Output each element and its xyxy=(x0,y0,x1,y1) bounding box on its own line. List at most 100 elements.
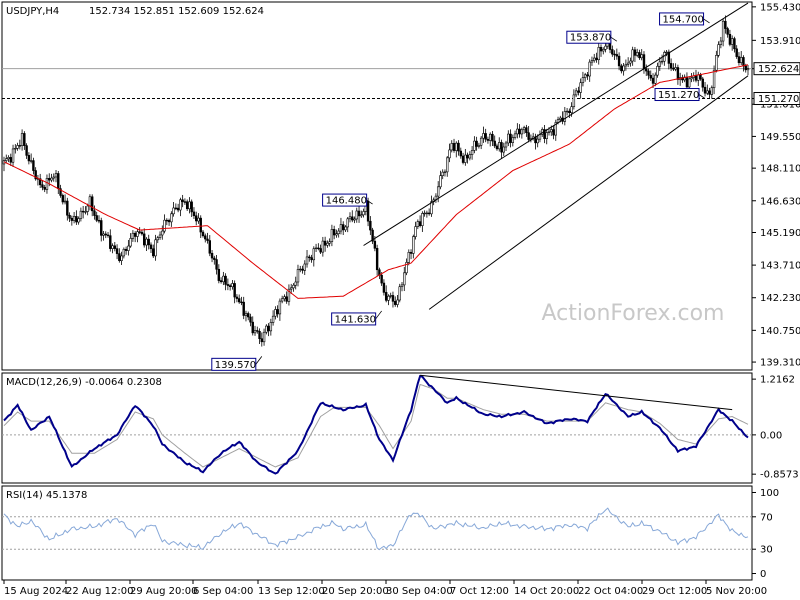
annotation-box xyxy=(659,12,705,26)
candle-body xyxy=(409,251,413,254)
candle-body xyxy=(348,216,352,220)
candle-body xyxy=(425,212,429,215)
candle-body xyxy=(93,210,96,216)
candle-body xyxy=(11,148,15,163)
annotation-label: 141.630 xyxy=(335,314,376,325)
candle-body xyxy=(170,213,173,223)
rsi-label: RSI(14) 45.1378 xyxy=(6,490,87,501)
candle-body xyxy=(638,52,641,59)
candle-body xyxy=(285,296,288,302)
candle-body xyxy=(52,176,55,179)
candle-body xyxy=(183,201,187,203)
candle-body xyxy=(464,154,467,163)
candle-body xyxy=(84,211,87,213)
candle-body xyxy=(344,226,347,231)
candle-body xyxy=(504,142,508,148)
candle-body xyxy=(599,46,603,52)
candles xyxy=(2,15,750,347)
candle-body xyxy=(373,240,377,249)
price-frame xyxy=(1,1,753,371)
candle-body xyxy=(274,309,277,317)
candle-body xyxy=(484,133,487,140)
candle-body xyxy=(721,20,725,42)
level-tag xyxy=(753,92,800,106)
candle-body xyxy=(441,171,444,176)
candle-body xyxy=(95,215,98,221)
candle-body xyxy=(280,298,284,302)
candle-body xyxy=(362,211,365,216)
annotation-box xyxy=(322,193,368,207)
candle-body xyxy=(176,207,180,211)
rsi-frame xyxy=(1,485,753,581)
candle-body xyxy=(174,207,178,210)
candle-body xyxy=(547,131,551,133)
price-tick-label: 143.710 xyxy=(760,261,800,272)
candle-body xyxy=(742,57,745,67)
candle-body xyxy=(97,220,101,222)
candle-body xyxy=(568,110,571,114)
candle-body xyxy=(45,178,49,190)
candle-body xyxy=(570,106,573,114)
candle-body xyxy=(694,75,698,81)
candle-body xyxy=(602,49,605,52)
candle-body xyxy=(167,220,171,223)
level-tag-label: 152.624 xyxy=(758,64,799,75)
candle-body xyxy=(27,155,31,162)
candle-body xyxy=(253,330,257,334)
candle-body xyxy=(706,90,709,94)
candle-body xyxy=(48,178,51,181)
candle-body xyxy=(450,143,453,151)
candle-body xyxy=(658,61,662,67)
candle-body xyxy=(332,229,336,236)
channel-upper-line xyxy=(363,2,749,246)
candle-body xyxy=(525,127,528,134)
symbol-label: USDJPY,H4 xyxy=(6,6,59,17)
candle-body xyxy=(235,296,239,299)
candle-body xyxy=(16,145,19,149)
candle-body xyxy=(493,140,496,147)
candle-body xyxy=(405,262,408,274)
candle-body xyxy=(305,256,309,265)
candle-body xyxy=(667,51,671,64)
candle-body xyxy=(5,158,8,161)
candle-body xyxy=(656,65,659,76)
pane-frames xyxy=(1,1,753,581)
candle-body xyxy=(100,220,103,236)
candle-body xyxy=(717,44,720,56)
rsi-tick-label: 30 xyxy=(760,545,773,556)
candle-body xyxy=(371,229,374,242)
candle-body xyxy=(179,199,182,211)
candle-body xyxy=(457,142,460,152)
candle-body xyxy=(262,331,266,343)
candle-body xyxy=(518,128,521,135)
candle-body xyxy=(18,145,22,147)
candle-body xyxy=(574,90,578,96)
candle-body xyxy=(289,287,293,290)
candle-body xyxy=(579,82,582,93)
candle-body xyxy=(622,65,625,72)
moving-average-line xyxy=(3,64,749,299)
candle-body xyxy=(635,52,639,56)
candle-body xyxy=(389,295,392,297)
candle-body xyxy=(310,257,313,261)
candle-body xyxy=(104,233,107,236)
candle-body xyxy=(604,45,607,50)
candle-body xyxy=(269,322,273,332)
rsi-tick-label: 70 xyxy=(760,512,773,523)
candle-body xyxy=(412,236,415,254)
candle-body xyxy=(509,133,512,143)
candle-body xyxy=(699,74,702,80)
candle-body xyxy=(38,178,42,186)
candle-body xyxy=(597,46,600,61)
price-tick-label: 142.230 xyxy=(760,293,800,304)
candle-body xyxy=(482,133,485,139)
candle-body xyxy=(149,244,153,250)
candle-body xyxy=(647,70,650,76)
candle-body xyxy=(276,309,279,315)
candle-body xyxy=(346,218,349,228)
annotation-box xyxy=(331,312,377,326)
candle-body xyxy=(72,216,76,221)
candle-body xyxy=(109,235,112,249)
candle-body xyxy=(294,281,297,286)
